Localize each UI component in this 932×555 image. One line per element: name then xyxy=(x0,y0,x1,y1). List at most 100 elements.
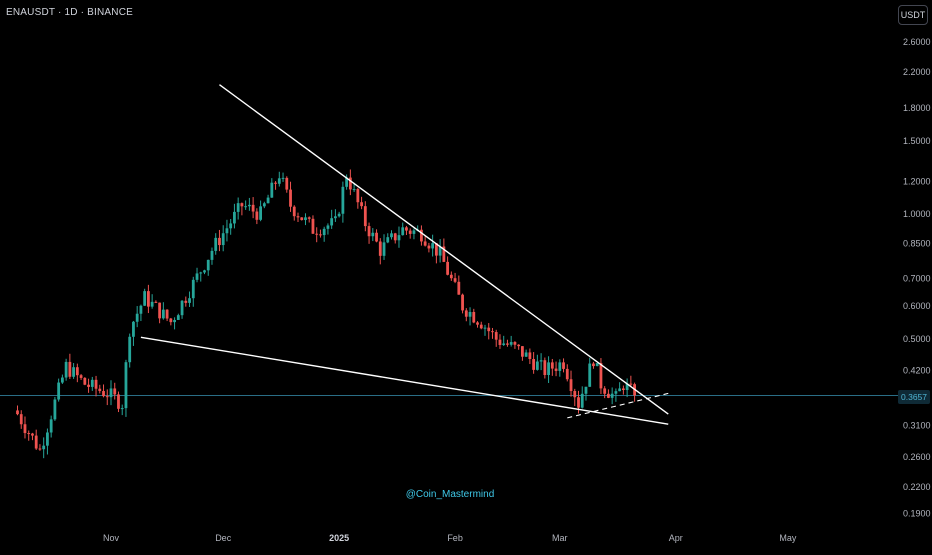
candle-body xyxy=(53,399,57,420)
candle-body xyxy=(120,408,124,410)
candle-body xyxy=(42,445,46,450)
y-tick-label: 0.5000 xyxy=(903,334,931,344)
candle-body xyxy=(195,273,199,280)
candle-body xyxy=(188,298,191,303)
candle-body xyxy=(38,448,42,450)
trendlines xyxy=(140,84,669,425)
candle-body xyxy=(330,218,334,226)
candle-body xyxy=(251,204,255,212)
candle-body xyxy=(113,388,117,395)
candle-body xyxy=(150,301,154,307)
y-tick-label: 0.6000 xyxy=(903,301,931,311)
candle-body xyxy=(161,309,165,319)
candle-body xyxy=(203,270,206,273)
candle-body xyxy=(390,233,393,238)
candle-body xyxy=(352,189,356,191)
candle-body xyxy=(506,343,509,345)
candle-body xyxy=(498,339,502,345)
candle-body xyxy=(502,343,506,345)
candle-body xyxy=(296,216,300,218)
candle-body xyxy=(345,177,349,187)
candle-body xyxy=(371,232,375,237)
candle-body xyxy=(446,261,449,275)
candle-body xyxy=(274,182,277,184)
candle-body xyxy=(420,229,423,242)
candle-body xyxy=(580,393,584,408)
candle-body xyxy=(184,300,188,303)
candle-body xyxy=(143,291,147,306)
candle-body xyxy=(236,203,240,212)
candle-body xyxy=(513,342,517,345)
candle-body xyxy=(139,305,143,314)
symbol-title: ENAUSDT · 1D · BINANCE xyxy=(6,7,134,18)
candle-body xyxy=(270,182,274,198)
candle-body xyxy=(382,242,386,256)
candle-body xyxy=(408,230,412,234)
candle-body xyxy=(592,363,595,367)
candle-body xyxy=(562,362,565,369)
y-tick-label: 0.2600 xyxy=(903,452,931,462)
candle-body xyxy=(629,383,633,385)
candle-body xyxy=(83,377,87,385)
candle-body xyxy=(535,361,539,370)
candle-body xyxy=(109,388,113,398)
candle-body xyxy=(438,246,442,256)
candle-body xyxy=(569,379,573,392)
candle-body xyxy=(292,206,296,217)
candle-body xyxy=(337,213,341,217)
y-tick-label: 0.3100 xyxy=(903,420,931,430)
upper-trendline[interactable] xyxy=(219,84,669,415)
candle-body xyxy=(618,388,622,392)
candle-body xyxy=(124,362,128,409)
y-tick-label: 1.0000 xyxy=(903,209,931,219)
candle-body xyxy=(543,360,547,375)
candle-body xyxy=(214,237,218,251)
candle-body xyxy=(98,388,102,392)
candle-body xyxy=(57,382,61,400)
candle-body xyxy=(210,250,214,260)
lower-trendline[interactable] xyxy=(140,336,669,425)
y-tick-label: 2.6000 xyxy=(903,37,931,47)
candle-body xyxy=(427,245,431,249)
y-tick-label: 2.2000 xyxy=(903,67,931,77)
candle-body xyxy=(363,206,367,227)
candle-body xyxy=(94,379,98,389)
candle-body xyxy=(191,279,195,299)
candle-body xyxy=(584,386,588,394)
candle-body xyxy=(158,302,162,319)
candle-body xyxy=(509,342,513,345)
candle-body xyxy=(49,419,53,433)
candle-body xyxy=(281,177,285,179)
x-tick-label: Mar xyxy=(552,533,568,543)
candle-body xyxy=(423,241,427,246)
candle-body xyxy=(244,206,248,208)
candle-body xyxy=(117,394,120,409)
candle-body xyxy=(625,383,629,391)
candle-body xyxy=(453,278,457,282)
y-tick-label: 0.8500 xyxy=(903,238,931,248)
candle-body xyxy=(464,310,468,317)
candle-body xyxy=(27,433,31,435)
currency-button[interactable]: USDT xyxy=(898,5,928,25)
candle-body xyxy=(300,217,304,221)
candle-body xyxy=(64,361,68,378)
candle-body xyxy=(46,432,49,446)
y-tick-label: 0.4200 xyxy=(903,366,931,376)
candle-body xyxy=(614,391,618,394)
candle-body xyxy=(442,246,446,262)
last-price-badge: 0.3657 xyxy=(898,390,930,404)
candle-body xyxy=(393,233,397,241)
candle-body xyxy=(621,388,625,391)
candle-body xyxy=(102,391,105,397)
candle-body xyxy=(247,204,251,207)
candle-body xyxy=(558,362,562,371)
y-tick-label: 1.8000 xyxy=(903,103,931,113)
candle-body xyxy=(225,228,229,234)
candle-body xyxy=(128,336,132,363)
y-tick-label: 0.7000 xyxy=(903,273,931,283)
candle-body xyxy=(326,225,330,229)
candle-body xyxy=(401,227,405,236)
candle-body xyxy=(457,281,461,295)
